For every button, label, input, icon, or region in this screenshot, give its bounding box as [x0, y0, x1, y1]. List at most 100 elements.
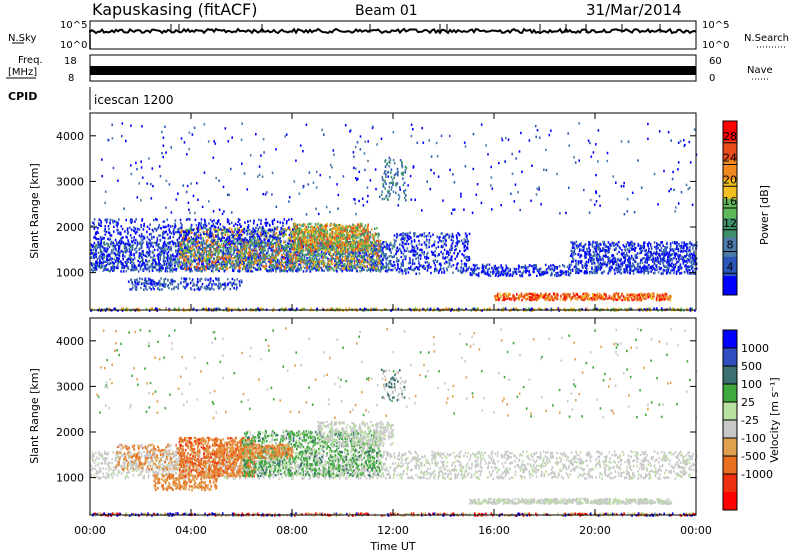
power-cell: [257, 245, 259, 248]
power-cell: [250, 268, 252, 271]
power-cell: [146, 243, 148, 246]
power-cell: [193, 253, 195, 257]
power-cell: [342, 244, 344, 247]
power-cell: [317, 245, 319, 248]
power-cell: [173, 228, 175, 231]
power-cell: [226, 218, 229, 221]
power-cell: [364, 238, 367, 242]
power-cell: [342, 267, 344, 270]
power-cell: [279, 261, 281, 264]
power-cell: [247, 252, 249, 256]
power-cell: [299, 238, 302, 242]
power-cell: [293, 243, 295, 246]
power-cell: [195, 265, 197, 269]
power-cell: [220, 263, 223, 266]
power-cell: [258, 218, 260, 221]
power-cell: [358, 242, 360, 246]
power-cell: [321, 236, 323, 240]
power-cell: [353, 242, 356, 245]
power-cell: [334, 235, 336, 238]
power-cell: [179, 266, 182, 270]
power-cell: [283, 269, 286, 273]
power-cell: [383, 265, 386, 269]
power-cell: [281, 263, 283, 267]
power-cell: [356, 252, 358, 255]
power-cell: [215, 251, 217, 254]
power-cell: [194, 265, 196, 268]
power-cell: [293, 247, 295, 251]
power-cell: [355, 236, 357, 239]
power-cell: [154, 259, 156, 263]
power-cell: [146, 260, 149, 263]
power-cell: [356, 233, 359, 236]
power-cell: [293, 234, 296, 237]
power-cell: [125, 245, 127, 249]
power-cell: [317, 242, 320, 245]
power-cell: [282, 256, 284, 259]
power-cell: [280, 229, 283, 233]
power-cell: [297, 230, 299, 233]
power-cell: [322, 264, 325, 268]
power-cell: [149, 239, 151, 242]
power-cell: [311, 228, 314, 231]
power-cell: [377, 266, 379, 270]
power-cell: [363, 233, 365, 236]
power-cell: [379, 270, 382, 273]
power-cell: [101, 251, 103, 254]
power-cell: [129, 245, 131, 249]
power-cell: [278, 240, 280, 243]
power-cell: [140, 259, 143, 262]
power-cell: [189, 249, 191, 253]
power-cell: [361, 232, 364, 235]
power-cell: [103, 256, 106, 259]
power-cell: [210, 245, 213, 248]
power-cell: [274, 267, 277, 271]
power-cell: [157, 227, 159, 230]
power-cell: [164, 237, 166, 240]
power-cell: [92, 262, 94, 265]
power-cell: [345, 257, 348, 261]
power-cell: [250, 240, 252, 243]
power-cell: [308, 222, 311, 226]
power-cell: [176, 252, 178, 256]
power-cell: [111, 261, 114, 264]
power-cell: [350, 260, 352, 263]
power-cell: [260, 230, 263, 234]
power-cell: [271, 239, 274, 242]
power-cell: [344, 267, 346, 271]
power-cell: [215, 228, 217, 232]
power-cell: [364, 236, 366, 239]
power-cell: [197, 243, 200, 247]
power-cell: [173, 258, 176, 262]
power-cell: [248, 239, 251, 242]
power-cell: [324, 265, 327, 268]
power-cell: [136, 240, 139, 244]
power-cell: [282, 252, 285, 255]
power-cell: [326, 256, 328, 259]
power-cell: [255, 245, 257, 248]
power-cell: [218, 247, 220, 251]
power-cell: [209, 248, 211, 251]
power-cell: [334, 262, 336, 265]
power-cell: [98, 218, 101, 221]
power-cell: [316, 238, 319, 241]
power-cell: [268, 244, 270, 247]
power-cell: [382, 267, 385, 270]
power-cell: [160, 253, 162, 256]
power-cell: [336, 233, 338, 236]
power-cell: [318, 241, 321, 245]
power-cell: [131, 220, 134, 223]
power-cell: [103, 265, 106, 268]
power-cell: [287, 260, 289, 263]
power-cell: [185, 232, 188, 235]
power-cell: [190, 258, 192, 261]
power-cell: [277, 252, 279, 255]
power-cell: [95, 225, 98, 229]
power-cell: [105, 250, 108, 253]
power-cell: [272, 233, 274, 236]
power-cell: [346, 269, 348, 272]
power-cell: [275, 253, 278, 257]
power-cell: [174, 222, 176, 226]
power-cell: [304, 236, 307, 239]
power-cell: [310, 264, 312, 267]
